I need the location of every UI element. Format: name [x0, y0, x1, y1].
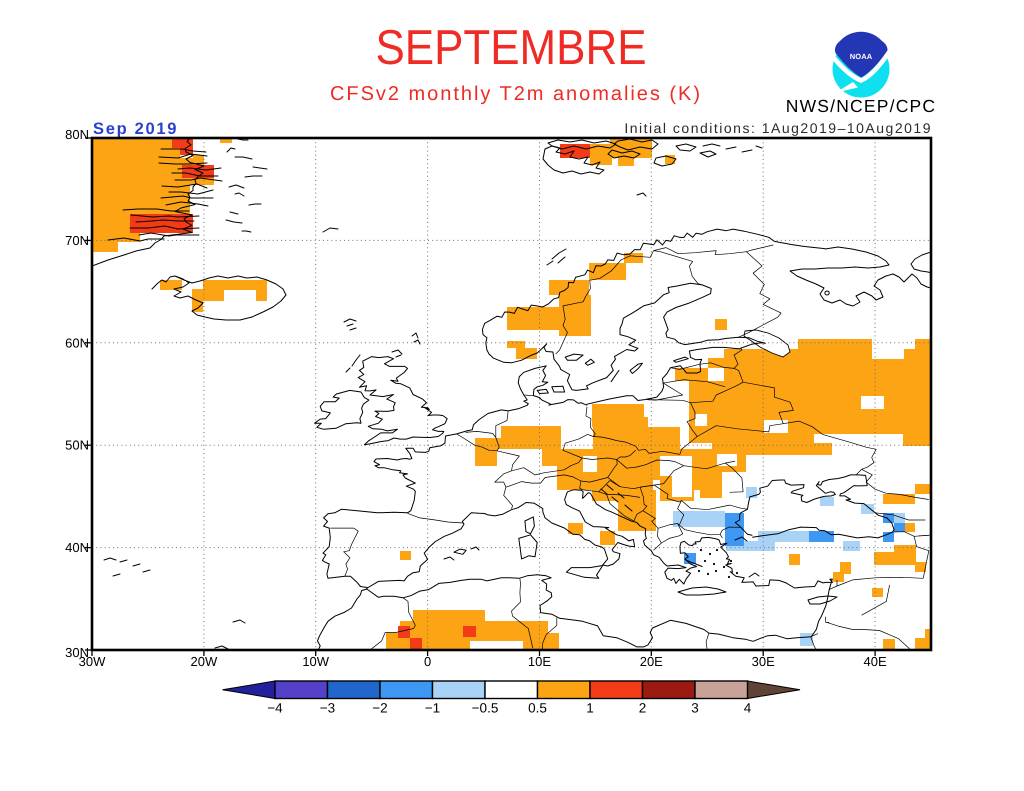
svg-text:40E: 40E: [864, 654, 887, 669]
svg-text:70N: 70N: [65, 233, 89, 248]
svg-text:0: 0: [424, 654, 431, 669]
svg-text:10W: 10W: [302, 654, 329, 669]
svg-text:NOAA: NOAA: [850, 52, 873, 61]
svg-text:1: 1: [586, 701, 594, 716]
svg-text:CFSv2 monthly T2m anomalies (K: CFSv2 monthly T2m anomalies (K): [330, 83, 700, 105]
svg-text:−0.5: −0.5: [472, 701, 499, 716]
svg-text:30N: 30N: [65, 645, 89, 660]
svg-text:10E: 10E: [528, 654, 551, 669]
svg-text:−1: −1: [425, 701, 440, 716]
svg-text:−4: −4: [267, 701, 283, 716]
svg-text:40N: 40N: [65, 540, 89, 555]
svg-text:60N: 60N: [65, 335, 89, 350]
svg-text:4: 4: [744, 701, 752, 716]
svg-text:SEPTEMBRE: SEPTEMBRE: [376, 21, 647, 75]
svg-text:Initial conditions: 1Aug2019–1: Initial conditions: 1Aug2019–10Aug2019: [624, 120, 932, 136]
svg-text:3: 3: [691, 701, 699, 716]
svg-text:30E: 30E: [752, 654, 775, 669]
svg-text:20W: 20W: [191, 654, 218, 669]
svg-text:20E: 20E: [640, 654, 663, 669]
svg-text:80N: 80N: [65, 127, 89, 142]
svg-text:30W: 30W: [79, 654, 106, 669]
svg-text:0.5: 0.5: [528, 701, 547, 716]
svg-text:50N: 50N: [65, 438, 89, 453]
svg-text:−3: −3: [320, 701, 335, 716]
svg-text:2: 2: [639, 701, 647, 716]
svg-text:NWS/NCEP/CPC: NWS/NCEP/CPC: [786, 96, 937, 116]
svg-text:−2: −2: [372, 701, 387, 716]
svg-text:Sep 2019: Sep 2019: [93, 120, 178, 138]
